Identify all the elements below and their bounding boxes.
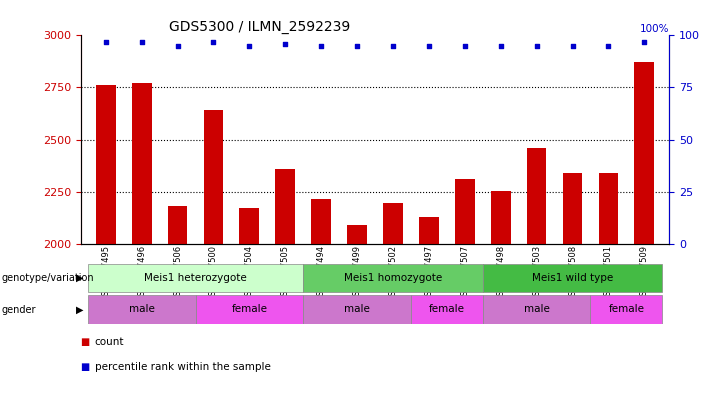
Text: gender: gender	[1, 305, 36, 315]
Point	[315, 42, 327, 49]
Bar	[526, 148, 547, 244]
Text: ▶: ▶	[76, 273, 83, 283]
Text: GDS5300 / ILMN_2592239: GDS5300 / ILMN_2592239	[169, 20, 350, 34]
Bar	[196, 296, 304, 324]
Bar	[483, 296, 590, 324]
Text: Meis1 homozygote: Meis1 homozygote	[344, 273, 442, 283]
Text: ▶: ▶	[76, 305, 83, 315]
Point	[459, 42, 470, 49]
Bar	[563, 173, 583, 244]
Text: count: count	[95, 337, 124, 347]
Bar	[347, 225, 367, 244]
Point	[423, 42, 435, 49]
Point	[531, 42, 542, 49]
Bar	[455, 179, 475, 244]
Text: male: male	[524, 305, 550, 314]
Bar	[132, 83, 151, 244]
Point	[244, 42, 255, 49]
Bar	[383, 203, 403, 244]
Point	[100, 39, 111, 45]
Bar	[203, 110, 224, 244]
Bar	[483, 264, 662, 292]
Point	[567, 42, 578, 49]
Text: female: female	[608, 305, 644, 314]
Text: male: male	[344, 305, 370, 314]
Text: Meis1 wild type: Meis1 wild type	[532, 273, 613, 283]
Text: percentile rank within the sample: percentile rank within the sample	[95, 362, 271, 373]
Point	[208, 39, 219, 45]
Bar	[419, 217, 439, 244]
Point	[351, 42, 362, 49]
Point	[495, 42, 506, 49]
Text: Meis1 heterozygote: Meis1 heterozygote	[144, 273, 247, 283]
Point	[603, 42, 614, 49]
Bar	[240, 208, 259, 244]
Point	[172, 42, 183, 49]
Text: ■: ■	[81, 362, 90, 373]
Text: 100%: 100%	[640, 24, 669, 34]
Point	[280, 40, 291, 47]
Bar	[88, 264, 304, 292]
Bar	[88, 296, 196, 324]
Point	[136, 39, 147, 45]
Text: male: male	[129, 305, 155, 314]
Bar	[411, 296, 483, 324]
Bar	[634, 62, 654, 244]
Bar	[590, 296, 662, 324]
Point	[639, 39, 650, 45]
Bar	[491, 191, 510, 244]
Bar	[275, 169, 295, 244]
Bar	[168, 206, 187, 244]
Bar	[96, 85, 116, 244]
Bar	[304, 264, 483, 292]
Bar	[311, 199, 331, 244]
Point	[388, 42, 399, 49]
Text: genotype/variation: genotype/variation	[1, 273, 94, 283]
Bar	[599, 173, 618, 244]
Text: female: female	[231, 305, 267, 314]
Text: ■: ■	[81, 337, 90, 347]
Bar	[304, 296, 411, 324]
Text: female: female	[429, 305, 465, 314]
